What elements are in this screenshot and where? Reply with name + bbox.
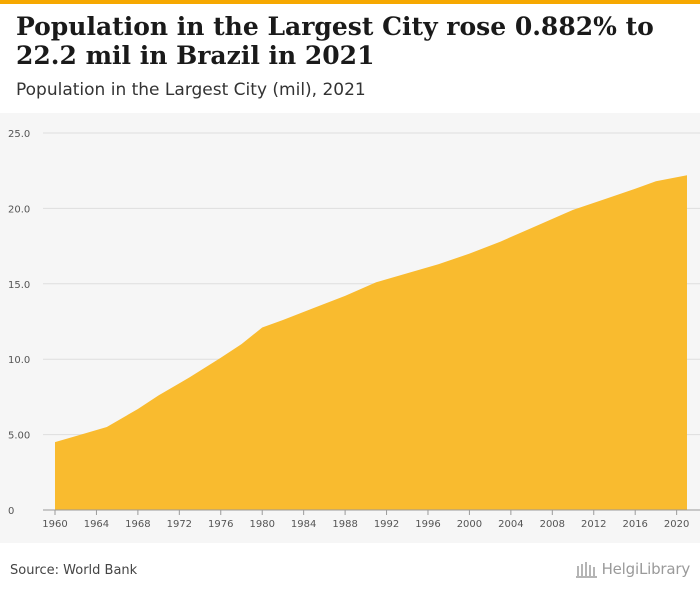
y-tick-label: 15.0 <box>8 280 30 291</box>
x-tick-label: 1972 <box>167 519 192 530</box>
x-tick-label: 1976 <box>208 519 233 530</box>
x-tick-label: 2016 <box>622 519 647 530</box>
x-tick-label: 1992 <box>374 519 399 530</box>
x-tick-label: 1964 <box>84 519 109 530</box>
plot-panel: 0 5.00 10.0 15.0 20.0 25.0 1960 1964 1968 1972 197… <box>0 113 700 543</box>
y-tick-label: 0 <box>8 506 14 517</box>
source-note: Source: World Bank <box>10 563 138 578</box>
x-tick-label: 1996 <box>415 519 440 530</box>
x-tick-label: 1960 <box>42 519 67 530</box>
x-tick-label: 1984 <box>291 519 316 530</box>
y-tick-label: 25.0 <box>8 129 30 140</box>
library-icon <box>575 562 597 578</box>
x-tick-label: 1980 <box>249 519 274 530</box>
x-tick-label: 1968 <box>125 519 150 530</box>
y-tick-label: 10.0 <box>8 355 30 366</box>
logo-text: HelgiLibrary <box>601 560 691 578</box>
x-tick-label: 2004 <box>498 519 523 530</box>
y-tick-label: 5.00 <box>8 431 30 442</box>
x-tick-label: 2020 <box>664 519 689 530</box>
x-tick-label: 2000 <box>457 519 482 530</box>
chart-subtitle: Population in the Largest City (mil), 20… <box>16 80 366 100</box>
x-tick-label: 2008 <box>540 519 565 530</box>
x-tick-label: 1988 <box>332 519 357 530</box>
area-chart: 0 5.00 10.0 15.0 20.0 25.0 1960 1964 1968 1972 197… <box>8 129 700 530</box>
top-accent-rule <box>0 0 700 4</box>
page-title: Population in the Largest City rose 0.88… <box>16 12 654 70</box>
y-tick-label: 20.0 <box>8 204 30 215</box>
area-series <box>55 175 687 510</box>
helgi-library-logo: HelgiLibrary <box>575 560 691 578</box>
x-tick-label: 2012 <box>581 519 606 530</box>
